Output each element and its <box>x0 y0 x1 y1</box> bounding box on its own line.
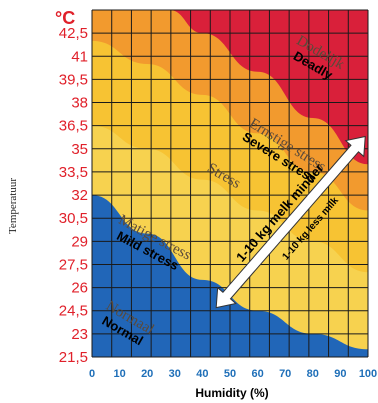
grid-lines <box>91 9 369 358</box>
y-tick-label: 39,5 <box>59 71 88 88</box>
x-tick-label: 100 <box>359 368 377 380</box>
y-tick-label: 30,5 <box>59 210 88 227</box>
y-tick-label: 36,5 <box>59 118 88 135</box>
arrow-shape <box>215 135 366 309</box>
zone-normal <box>92 195 368 357</box>
y-tick-label: 23 <box>71 326 88 343</box>
y-tick-label: 38 <box>71 95 88 112</box>
x-tick-labels: 0 10 20 30 40 50 60 70 80 90 100 <box>89 368 377 380</box>
y-tick-label: 33,5 <box>59 164 88 181</box>
y-tick-label: 29 <box>71 233 88 250</box>
y-tick-labels: 42,5 41 39,5 38 36,5 35 33,5 32 30,5 29 27,5 26 24,5… <box>59 25 88 366</box>
x-tick-label: 10 <box>113 368 125 380</box>
y-tick-label: 41 <box>71 48 88 65</box>
y-tick-label: 35 <box>71 141 88 158</box>
y-tick-label: 32 <box>71 187 88 204</box>
y-axis-label: Temperatuur <box>7 178 19 234</box>
x-tick-label: 70 <box>279 368 291 380</box>
x-tick-label: 20 <box>141 368 153 380</box>
x-tick-label: 50 <box>224 368 236 380</box>
x-tick-label: 30 <box>169 368 181 380</box>
x-tick-label: 60 <box>251 368 263 380</box>
x-tick-label: 0 <box>89 368 95 380</box>
y-tick-label: 42,5 <box>59 25 88 42</box>
unit-label: °C <box>55 8 75 28</box>
x-tick-label: 80 <box>307 368 319 380</box>
arrow-body <box>215 135 366 309</box>
y-tick-label: 21,5 <box>59 349 88 366</box>
y-tick-label: 27,5 <box>59 256 88 273</box>
y-tick-label: 24,5 <box>59 303 88 320</box>
x-tick-label: 90 <box>334 368 346 380</box>
y-tick-label: 26 <box>71 280 88 297</box>
x-axis-label: Humidity (%) <box>195 386 268 400</box>
x-tick-label: 40 <box>196 368 208 380</box>
